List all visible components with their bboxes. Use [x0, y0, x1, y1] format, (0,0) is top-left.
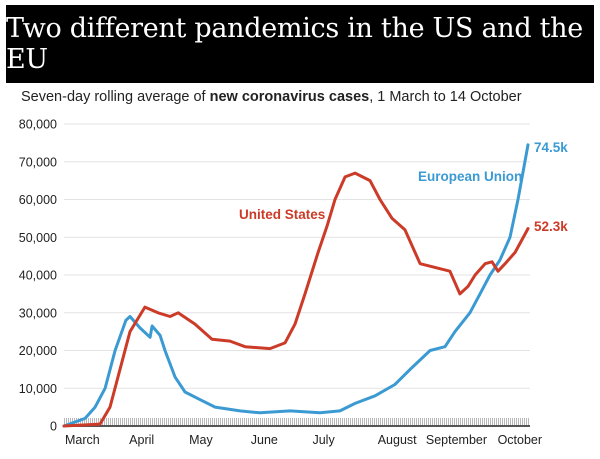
y-tick-label: 10,000 [19, 382, 57, 396]
series-lines [62, 143, 530, 428]
end-label-european-union: 74.5k [534, 140, 568, 155]
x-tick-label: April [129, 433, 154, 447]
chart-subtitle: Seven-day rolling average of new coronav… [21, 89, 522, 105]
legend-label-european-union: European Union [418, 169, 522, 184]
gridlines [64, 123, 530, 389]
x-tick-label: March [65, 433, 100, 447]
x-tick-label: August [378, 433, 417, 447]
y-tick-label: 30,000 [19, 306, 57, 320]
subtitle-bold: new coronavirus cases [209, 89, 370, 105]
x-axis: March April May June July August September Octo… [65, 433, 542, 447]
chart-title: Two different pandemics in the US and th… [6, 13, 583, 75]
legend-label-united-states: United States [239, 207, 325, 222]
y-tick-label: 80,000 [19, 118, 57, 132]
y-tick-label: 70,000 [19, 155, 57, 169]
y-tick-label: 40,000 [19, 269, 57, 283]
series-line-european-union [62, 143, 530, 428]
x-tick-label: September [426, 433, 487, 447]
y-tick-label: 20,000 [19, 344, 57, 358]
x-tick-label: June [251, 433, 278, 447]
x-tick-label: May [189, 433, 213, 447]
y-tick-label: 50,000 [19, 231, 57, 245]
subtitle-text-end: , 1 March to 14 October [369, 89, 522, 105]
y-tick-label: 60,000 [19, 193, 57, 207]
y-tick-label: 0 [50, 420, 57, 434]
subtitle-text: Seven-day rolling average of [21, 89, 210, 105]
y-axis: 0 10,000 20,000 30,000 40,000 50,000 60,000 70,… [19, 118, 57, 434]
title-banner: Two different pandemics in the US and th… [6, 5, 594, 83]
x-tick-label: October [498, 433, 542, 447]
end-label-united-states: 52.3k [534, 219, 568, 234]
series-line-united-states [62, 171, 530, 428]
x-tick-label: July [312, 433, 335, 447]
date-rug [64, 418, 530, 426]
